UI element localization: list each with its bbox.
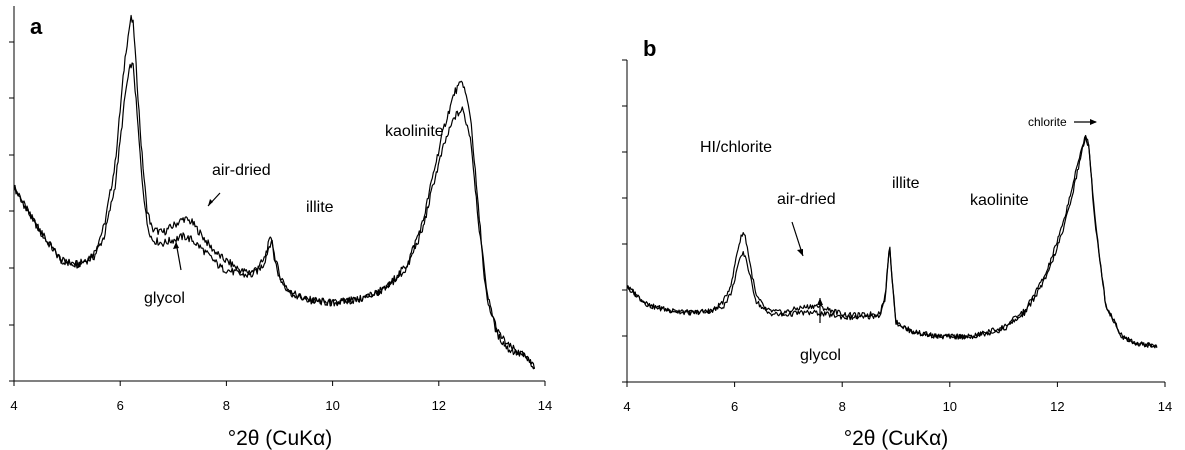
panel-a-x-ticks: 4 6 8 10 12 14	[10, 381, 552, 413]
panel-b-arrowhead-chlorite	[1090, 119, 1097, 125]
panel-a-x-tick-label: 8	[223, 398, 230, 413]
panel-b-x-ticks: 4 6 8 10 12 14	[623, 382, 1172, 414]
panel-b-series-air-dried	[626, 134, 1158, 348]
panel-b-x-tick-label: 12	[1050, 399, 1064, 414]
panel-b-series-glycol	[626, 135, 1158, 349]
panel-a-arrowhead-glycol	[173, 242, 179, 249]
panel-b-label-kaolinite: kaolinite	[970, 192, 1029, 209]
panel-b-arrowhead-glycol	[817, 298, 823, 305]
panel-a-label-illite: illite	[306, 199, 334, 216]
panel-a-x-tick-label: 6	[117, 398, 124, 413]
panel-a-series	[13, 14, 535, 370]
panel-a-x-tick-label: 12	[432, 398, 446, 413]
panel-a-series-glycol	[13, 62, 535, 370]
panel-b-arrowhead-air-dried	[797, 249, 803, 256]
panel-a-x-axis-label: °2θ (CuKα)	[228, 427, 333, 450]
panel-b-x-tick-label: 14	[1158, 399, 1172, 414]
panel-a: 4 6 8 10 12 14 a °2θ (CuKα) air-dried glycol …	[9, 6, 552, 450]
panel-a-arrowhead-air-dried	[208, 199, 213, 206]
panel-b-series	[626, 134, 1158, 349]
panel-b-letter: b	[643, 36, 656, 61]
panel-b-label-air-dried: air-dried	[777, 191, 836, 208]
panel-b-label-hi-chlorite: HI/chlorite	[700, 139, 772, 156]
panel-b-x-tick-label: 10	[943, 399, 957, 414]
panel-a-x-tick-label: 4	[10, 398, 17, 413]
panel-b-x-tick-label: 4	[623, 399, 630, 414]
panel-a-x-tick-label: 10	[325, 398, 339, 413]
panel-a-label-air-dried: air-dried	[212, 162, 271, 179]
panel-b: 4 6 8 10 12 14 b °2θ (CuKα) HI/chlorite air-d…	[622, 36, 1172, 450]
panel-a-label-glycol: glycol	[144, 290, 185, 307]
panel-b-label-glycol: glycol	[800, 347, 841, 364]
panel-b-x-tick-label: 8	[839, 399, 846, 414]
panel-b-y-ticks	[622, 59, 627, 383]
panel-b-x-axis-label: °2θ (CuKα)	[844, 427, 949, 450]
panel-a-letter: a	[30, 14, 43, 39]
panel-a-label-kaolinite: kaolinite	[385, 123, 444, 140]
panel-a-y-ticks	[9, 41, 14, 382]
panel-a-x-tick-label: 14	[538, 398, 552, 413]
panel-b-x-tick-label: 6	[731, 399, 738, 414]
panel-a-series-air-dried	[13, 14, 535, 370]
panel-b-label-illite: illite	[892, 175, 920, 192]
panel-b-label-chlorite: chlorite	[1028, 115, 1067, 129]
